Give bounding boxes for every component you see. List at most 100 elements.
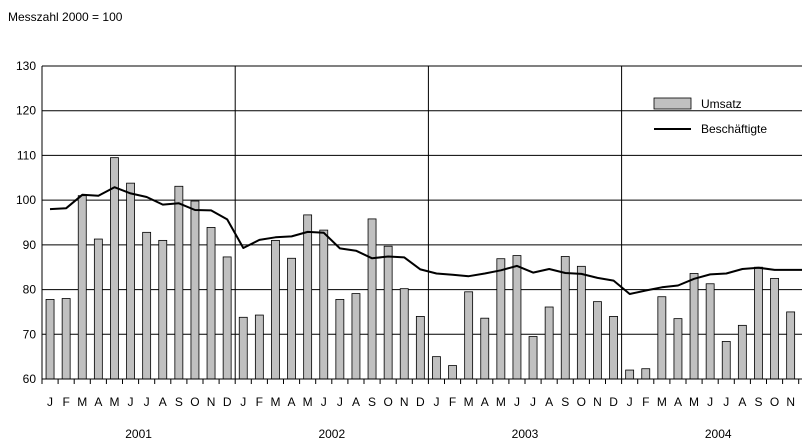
- x-tick-label: A: [674, 395, 682, 409]
- legend-label-umsatz: Umsatz: [701, 97, 742, 111]
- bar-umsatz: [576, 265, 586, 380]
- x-tick-label: M: [109, 395, 119, 409]
- bar-umsatz: [77, 195, 87, 380]
- bar-umsatz: [448, 365, 457, 380]
- y-tick-label: 120: [16, 104, 36, 118]
- x-tick-label: D: [609, 395, 618, 409]
- x-tick-label: M: [657, 395, 667, 409]
- x-tick-label: J: [627, 395, 633, 409]
- y-tick-label: 80: [23, 283, 37, 297]
- bar-series-umsatz: [45, 157, 796, 380]
- bar-umsatz: [254, 314, 264, 380]
- bar-umsatz: [383, 245, 393, 380]
- bar-umsatz: [560, 256, 570, 380]
- bar-umsatz: [351, 293, 361, 380]
- x-tick-label: J: [723, 395, 729, 409]
- x-tick-label: S: [368, 395, 376, 409]
- year-label: 2002: [318, 427, 345, 441]
- bar-umsatz: [528, 336, 538, 380]
- x-tick-label: S: [561, 395, 569, 409]
- bar-umsatz: [222, 256, 232, 380]
- y-tick-label: 60: [23, 372, 37, 386]
- bar-umsatz: [399, 288, 409, 380]
- x-tick-label: F: [642, 395, 649, 409]
- bar-umsatz: [721, 341, 731, 380]
- x-tick-label: J: [433, 395, 439, 409]
- x-tick-label: M: [77, 395, 87, 409]
- bar-umsatz: [415, 315, 425, 380]
- x-tick-label: A: [159, 395, 167, 409]
- bar-umsatz: [786, 311, 796, 380]
- bar-umsatz: [142, 231, 152, 380]
- x-tick-label: O: [577, 395, 586, 409]
- bar-umsatz: [319, 229, 329, 380]
- bar-umsatz: [625, 369, 635, 380]
- bar-umsatz: [367, 218, 377, 380]
- bar-umsatz: [93, 238, 103, 380]
- x-tick-label: N: [593, 395, 602, 409]
- line-beschaeftigte: [49, 186, 802, 295]
- bar-umsatz: [287, 257, 296, 380]
- bar-umsatz: [110, 157, 119, 380]
- bar-umsatz: [754, 266, 763, 380]
- x-tick-label: M: [496, 395, 506, 409]
- x-tick-label: A: [352, 395, 360, 409]
- bar-umsatz: [303, 214, 313, 380]
- x-tick-label: F: [62, 395, 69, 409]
- bar-umsatz: [432, 356, 441, 380]
- x-tick-label: J: [707, 395, 713, 409]
- x-tick-label: A: [738, 395, 746, 409]
- year-label: 2004: [705, 427, 732, 441]
- x-tick-label: N: [207, 395, 216, 409]
- bar-umsatz: [496, 258, 506, 380]
- bar-umsatz: [593, 301, 602, 380]
- bar-umsatz: [158, 239, 168, 380]
- x-tick-label: J: [240, 395, 246, 409]
- bar-umsatz: [464, 291, 474, 380]
- x-tick-label: F: [256, 395, 263, 409]
- bar-umsatz: [609, 315, 618, 380]
- bar-umsatz: [544, 306, 554, 380]
- x-tick-label: D: [416, 395, 425, 409]
- bar-umsatz: [206, 227, 216, 380]
- legend-swatch-umsatz: [653, 97, 692, 110]
- y-tick-label: 130: [16, 59, 36, 73]
- bar-umsatz: [238, 316, 248, 380]
- x-tick-label: O: [770, 395, 779, 409]
- x-tick-label: A: [94, 395, 102, 409]
- x-tick-label: J: [337, 395, 343, 409]
- x-tick-label: J: [514, 395, 520, 409]
- bar-umsatz: [770, 277, 779, 380]
- bar-umsatz: [61, 298, 71, 380]
- x-tick-label: A: [545, 395, 553, 409]
- x-tick-label: S: [175, 395, 183, 409]
- x-tick-label: J: [321, 395, 327, 409]
- x-tick-label: O: [190, 395, 199, 409]
- bar-umsatz: [126, 182, 135, 380]
- x-tick-label: J: [128, 395, 134, 409]
- bar-umsatz: [673, 318, 683, 380]
- x-tick-label: N: [786, 395, 795, 409]
- gridlines: [42, 65, 802, 380]
- legend: Umsatz Beschäftigte: [653, 97, 767, 136]
- x-tick-label: A: [481, 395, 489, 409]
- bar-umsatz: [512, 255, 522, 380]
- bar-umsatz: [271, 239, 280, 380]
- x-tick-label: F: [449, 395, 456, 409]
- x-tick-label: M: [689, 395, 699, 409]
- year-label: 2003: [512, 427, 539, 441]
- y-tick-label: 70: [23, 327, 37, 341]
- year-label: 2001: [125, 427, 152, 441]
- x-tick-label: A: [288, 395, 296, 409]
- x-tick-label: D: [223, 395, 232, 409]
- bar-umsatz: [657, 296, 667, 380]
- x-tick-label: O: [383, 395, 392, 409]
- bar-umsatz: [335, 299, 345, 380]
- bar-umsatz: [705, 283, 715, 380]
- y-tick-label: 100: [16, 193, 36, 207]
- bar-umsatz: [190, 200, 200, 380]
- bar-umsatz: [45, 299, 55, 380]
